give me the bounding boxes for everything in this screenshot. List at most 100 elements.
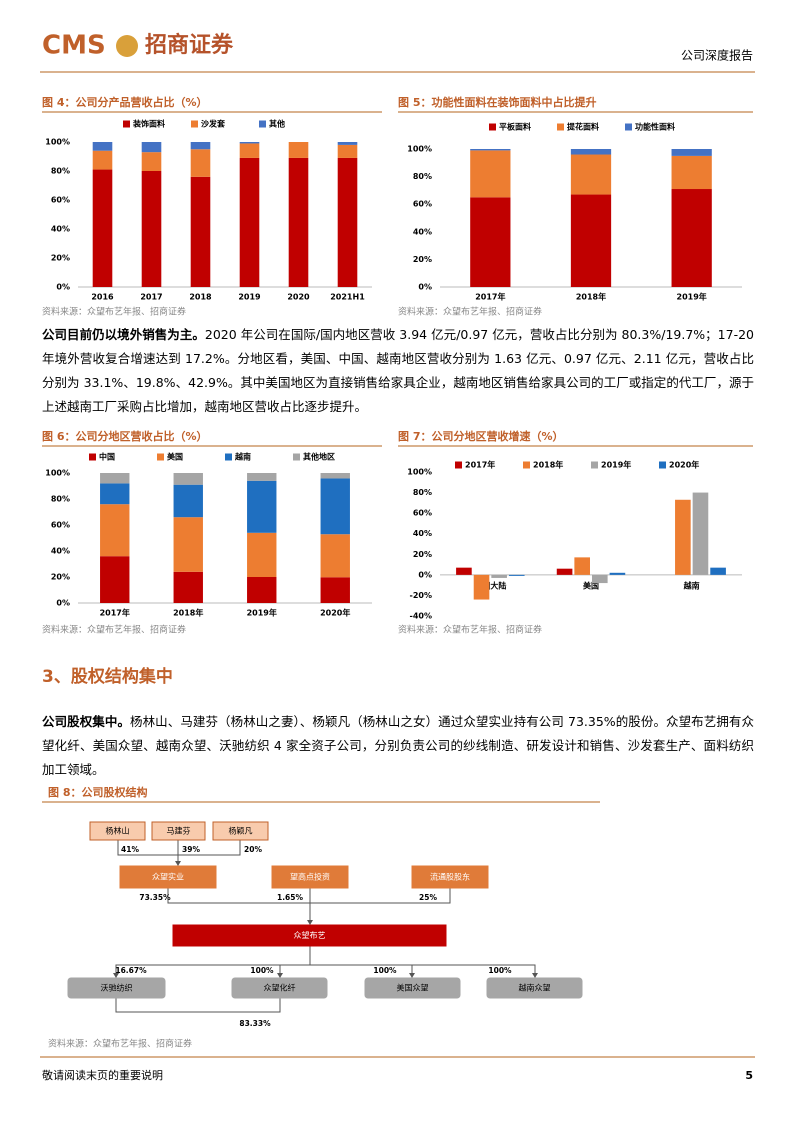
org-node-label: 众望化纤 — [264, 983, 296, 993]
legend-label: 平板面料 — [499, 122, 531, 132]
legend-label: 功能性面料 — [635, 122, 675, 132]
arrow-head — [307, 920, 313, 925]
legend-swatch — [123, 120, 130, 128]
x-tick-label: 2019年 — [247, 608, 277, 618]
org-node — [411, 865, 489, 889]
edge-label: 16.67% — [115, 966, 147, 975]
bar-segment — [320, 478, 350, 535]
bar — [491, 574, 507, 578]
y-tick-label: 100% — [407, 145, 432, 154]
y-tick-label: 80% — [51, 495, 70, 504]
paragraph-text: 杨林山、马建芬（杨林山之妻）、杨颖凡（杨林山之女）通过众望实业持有公司 73.3… — [42, 714, 754, 777]
y-tick-label: -20% — [410, 591, 432, 600]
legend-label: 2020年 — [669, 460, 699, 470]
bar-segment — [247, 473, 277, 481]
edge-label: 39% — [182, 845, 200, 854]
source: 资料来源：众望布艺年报、招商证券 — [398, 624, 542, 636]
legend-label: 2017年 — [465, 460, 495, 470]
legend-swatch — [259, 120, 266, 128]
figure-title: 图 5：功能性面料在装饰面料中占比提升 — [398, 95, 596, 109]
bar-segment — [671, 155, 712, 190]
legend-swatch — [157, 453, 164, 461]
y-tick-label: 100% — [407, 468, 432, 477]
org-node-label: 望高点投资 — [290, 872, 330, 882]
legend-label: 2018年 — [533, 460, 563, 470]
bar-segment — [247, 480, 277, 533]
legend-label: 装饰面料 — [132, 119, 165, 129]
bar-segment — [247, 532, 277, 577]
y-tick-label: 80% — [413, 172, 432, 181]
legend-label: 越南 — [234, 452, 251, 462]
legend-swatch — [489, 123, 496, 131]
x-tick-label: 2016 — [91, 293, 114, 302]
bar-segment — [173, 473, 203, 485]
y-tick-label: 20% — [51, 254, 70, 263]
arrow-head — [277, 973, 283, 978]
edge-label: 41% — [121, 845, 139, 854]
org-node — [364, 977, 461, 999]
y-tick-label: 100% — [45, 138, 70, 147]
edge-label: 1.65% — [277, 893, 304, 902]
bar-segment — [470, 149, 511, 151]
bar — [456, 567, 472, 575]
legend-label: 其他 — [269, 119, 285, 129]
org-node-label: 马建芬 — [167, 826, 191, 836]
paragraph: 公司股权集中。杨林山、马建芬（杨林山之妻）、杨颖凡（杨林山之女）通过众望实业持有… — [42, 710, 754, 782]
x-tick-label: 2019年 — [677, 292, 707, 302]
bar-segment — [247, 577, 277, 603]
legend-swatch — [293, 453, 300, 461]
paragraph-lead: 公司股权集中。 — [42, 714, 131, 729]
logo: CMS — [42, 31, 106, 61]
y-tick-label: 40% — [413, 227, 432, 236]
y-tick-label: 80% — [413, 488, 432, 497]
bar-segment — [288, 142, 309, 158]
bar-segment — [141, 171, 162, 287]
y-tick-label: 40% — [51, 225, 70, 234]
bar-segment — [337, 142, 358, 145]
logo-icon — [116, 35, 138, 57]
bar-segment — [100, 556, 130, 603]
figure-title: 图 7：公司分地区营收增速（%） — [398, 429, 564, 443]
y-tick-label: 60% — [51, 196, 70, 205]
legend-swatch — [557, 123, 564, 131]
report-type: 公司深度报告 — [681, 48, 753, 63]
x-tick-label: 中国大陆 — [474, 580, 506, 590]
x-tick-label: 2021H1 — [330, 293, 365, 302]
edge-label: 25% — [419, 893, 437, 902]
org-node — [67, 977, 166, 999]
bar-segment — [570, 149, 612, 155]
bar-segment — [239, 143, 260, 158]
org-node-label: 流通股股东 — [430, 872, 470, 882]
bar-segment — [671, 149, 712, 156]
connector — [117, 840, 241, 856]
arrow-head — [409, 973, 415, 978]
y-tick-label: 20% — [413, 550, 432, 559]
org-node-label: 杨颖凡 — [229, 826, 253, 836]
brand: 招商证券 — [145, 32, 234, 58]
bar-segment — [671, 189, 712, 287]
page-number: 5 — [745, 1069, 753, 1082]
x-tick-label: 2019 — [238, 293, 261, 302]
x-tick-label: 2017年 — [100, 608, 130, 618]
paragraph-lead: 公司目前仍以境外销售为主。 — [42, 327, 205, 342]
bar-segment — [92, 142, 113, 151]
bar — [609, 572, 626, 575]
bar-segment — [92, 150, 113, 170]
y-tick-label: 60% — [413, 200, 432, 209]
y-tick-label: 40% — [51, 547, 70, 556]
legend-swatch — [659, 461, 666, 469]
legend-swatch — [625, 123, 632, 131]
org-node-label: 沃驰纺织 — [101, 983, 133, 993]
bar-segment — [570, 194, 612, 287]
bar-segment — [288, 157, 309, 287]
legend-label: 沙发套 — [201, 119, 226, 129]
legend-label: 中国 — [99, 452, 115, 462]
legend-swatch — [455, 461, 462, 469]
x-tick-label: 2018年 — [173, 608, 203, 618]
y-tick-label: 100% — [45, 469, 70, 478]
org-node — [89, 821, 146, 841]
edge-label: 100% — [488, 966, 512, 975]
y-tick-label: 60% — [51, 521, 70, 530]
bar — [675, 499, 691, 575]
